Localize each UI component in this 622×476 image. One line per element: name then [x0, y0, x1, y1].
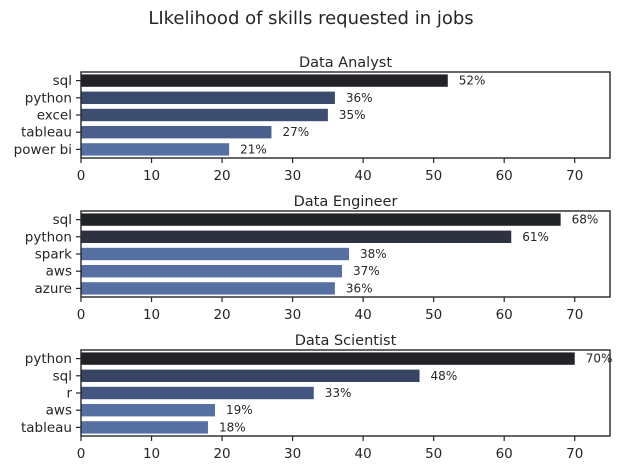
data-label: 19%: [226, 403, 253, 417]
x-tick-label: 30: [284, 307, 301, 323]
x-tick-label: 0: [77, 307, 86, 323]
x-tick-label: 70: [566, 446, 583, 462]
data-label: 21%: [240, 142, 267, 156]
y-tick-label: python: [25, 90, 72, 106]
data-label: 38%: [360, 247, 387, 261]
bar: [81, 143, 230, 156]
data-label: 37%: [353, 264, 380, 278]
x-tick-label: 60: [496, 446, 513, 462]
x-tick-label: 50: [425, 307, 442, 323]
y-tick-label: python: [25, 229, 72, 245]
subplot-title: Data Analyst: [299, 55, 392, 71]
y-tick-label: sql: [53, 212, 72, 228]
bar: [81, 213, 561, 226]
y-tick-label: excel: [37, 108, 72, 124]
bar: [81, 126, 272, 139]
plot-frame: [80, 71, 611, 159]
plot-frame: [80, 349, 611, 437]
data-label: 36%: [346, 91, 373, 105]
y-tick-label: aws: [46, 403, 72, 419]
data-label: 61%: [522, 230, 549, 244]
subplot-title: Data Scientist: [295, 333, 397, 349]
data-label: 18%: [219, 420, 246, 434]
bar: [81, 386, 314, 400]
bar: [81, 74, 448, 87]
bar: [81, 404, 216, 417]
data-label: 70%: [586, 352, 613, 366]
figure-title: LIkelihood of skills requested in jobs: [148, 8, 473, 29]
bar: [81, 91, 335, 104]
x-tick-label: 10: [143, 446, 160, 462]
x-tick-label: 40: [355, 446, 372, 462]
data-label: 48%: [431, 369, 458, 383]
x-tick-label: 50: [425, 446, 442, 462]
x-tick-label: 0: [77, 446, 86, 462]
x-tick-label: 70: [566, 168, 583, 184]
x-tick-label: 30: [284, 446, 301, 462]
data-label: 36%: [346, 281, 373, 295]
y-tick-label: r: [66, 386, 72, 402]
bar: [81, 282, 335, 295]
x-tick-label: 70: [566, 307, 583, 323]
x-tick-label: 60: [496, 307, 513, 323]
x-tick-label: 30: [284, 168, 301, 184]
x-tick-label: 50: [425, 168, 442, 184]
y-tick-label: sql: [53, 368, 72, 384]
data-label: 35%: [339, 108, 366, 122]
bar: [81, 247, 350, 261]
bar: [81, 369, 420, 382]
y-tick-label: spark: [35, 247, 72, 263]
x-tick-label: 20: [213, 446, 230, 462]
x-tick-label: 0: [77, 168, 86, 184]
y-tick-label: tableau: [21, 125, 72, 141]
y-tick-label: aws: [46, 264, 72, 280]
x-tick-label: 40: [355, 307, 372, 323]
bar: [81, 352, 575, 365]
y-tick-label: power bi: [14, 142, 72, 158]
data-label: 68%: [572, 213, 599, 227]
data-label: 27%: [282, 125, 309, 139]
x-tick-label: 20: [213, 307, 230, 323]
bar: [81, 265, 342, 278]
x-tick-label: 10: [143, 168, 160, 184]
bar: [81, 108, 328, 122]
x-tick-label: 20: [213, 168, 230, 184]
y-tick-label: python: [25, 351, 72, 367]
bar: [81, 230, 512, 243]
data-label: 52%: [459, 74, 486, 88]
x-tick-label: 40: [355, 168, 372, 184]
y-tick-label: sql: [53, 73, 72, 89]
x-tick-label: 60: [496, 168, 513, 184]
y-tick-label: tableau: [21, 420, 72, 436]
bar: [81, 421, 208, 434]
plot-frame: [80, 210, 611, 298]
x-tick-label: 10: [143, 307, 160, 323]
subplot-title: Data Engineer: [294, 194, 398, 210]
data-label: 33%: [325, 386, 352, 400]
y-tick-label: azure: [35, 281, 72, 297]
